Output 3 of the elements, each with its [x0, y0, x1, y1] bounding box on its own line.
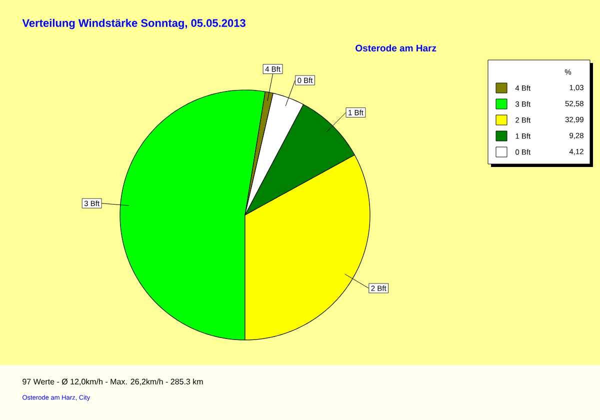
- chart-title: Verteilung Windstärke Sonntag, 05.05.2013: [22, 18, 246, 30]
- text: 97 Werte - Ø 12,0km/h - Max. 26,2km/h - 285.3 km: [22, 378, 203, 386]
- chart-subtitle: Osterode am Harz: [356, 44, 436, 52]
